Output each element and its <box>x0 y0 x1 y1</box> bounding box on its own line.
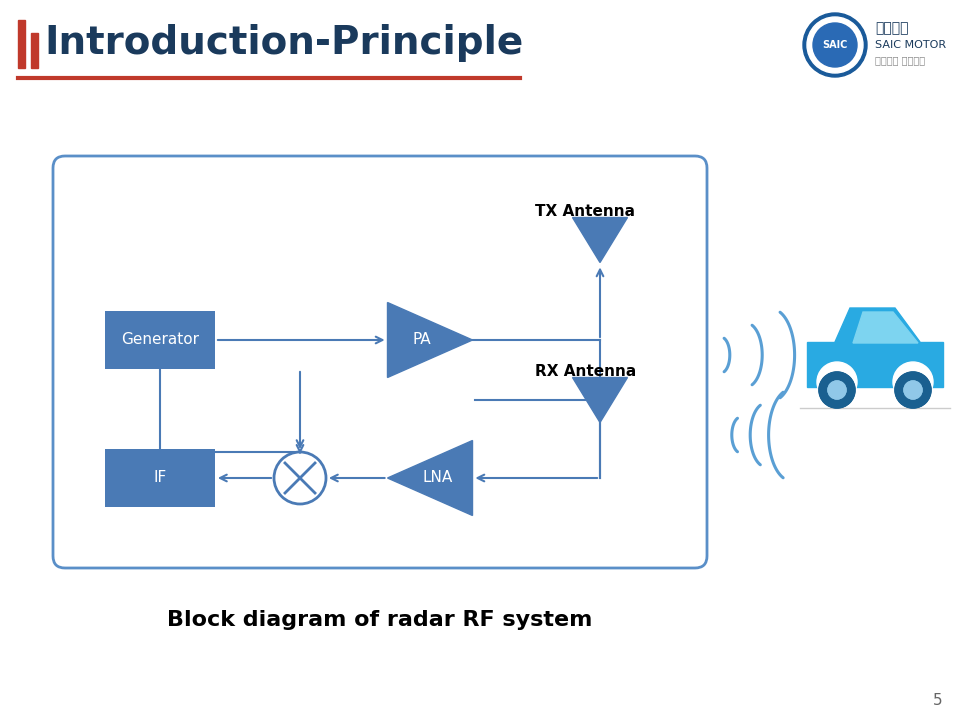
Circle shape <box>828 381 846 399</box>
Text: SAIC MOTOR: SAIC MOTOR <box>875 40 947 50</box>
Polygon shape <box>853 312 918 343</box>
Polygon shape <box>572 377 628 423</box>
Bar <box>105 311 215 369</box>
Polygon shape <box>388 441 472 516</box>
Circle shape <box>904 381 922 399</box>
Polygon shape <box>835 308 920 342</box>
Bar <box>31 33 38 68</box>
Circle shape <box>819 372 855 408</box>
Text: Introduction-Principle: Introduction-Principle <box>44 24 523 62</box>
Text: Block diagram of radar RF system: Block diagram of radar RF system <box>167 610 592 630</box>
Circle shape <box>235 220 525 510</box>
Bar <box>807 342 943 387</box>
Text: TX Antenna: TX Antenna <box>535 204 635 220</box>
Text: LNA: LNA <box>422 470 453 485</box>
Text: 中: 中 <box>278 320 294 341</box>
Text: 工: 工 <box>404 264 424 279</box>
Text: 技: 技 <box>447 291 467 311</box>
Polygon shape <box>572 217 628 263</box>
Circle shape <box>895 372 931 408</box>
Circle shape <box>274 452 326 504</box>
Text: 电: 电 <box>353 260 372 273</box>
Text: 术: 术 <box>472 338 485 357</box>
Bar <box>18 20 25 68</box>
Circle shape <box>813 23 857 67</box>
Text: PA: PA <box>413 333 431 348</box>
Polygon shape <box>388 302 472 377</box>
Circle shape <box>895 372 931 408</box>
Text: SAIC: SAIC <box>823 40 848 50</box>
Circle shape <box>819 372 855 408</box>
Text: 5: 5 <box>932 693 942 708</box>
FancyBboxPatch shape <box>53 156 707 568</box>
Text: Generator: Generator <box>121 333 199 348</box>
Text: 国: 国 <box>305 279 325 298</box>
Text: RX Antenna: RX Antenna <box>535 364 636 379</box>
Circle shape <box>893 362 933 402</box>
Circle shape <box>803 13 867 77</box>
Circle shape <box>817 362 857 402</box>
Circle shape <box>904 381 922 399</box>
Circle shape <box>828 381 846 399</box>
Text: IF: IF <box>154 470 167 485</box>
Circle shape <box>807 17 863 73</box>
Text: 上汽集团: 上汽集团 <box>875 21 908 35</box>
Text: 驾上汽车 畅行天下: 驾上汽车 畅行天下 <box>875 55 925 65</box>
Bar <box>105 449 215 507</box>
